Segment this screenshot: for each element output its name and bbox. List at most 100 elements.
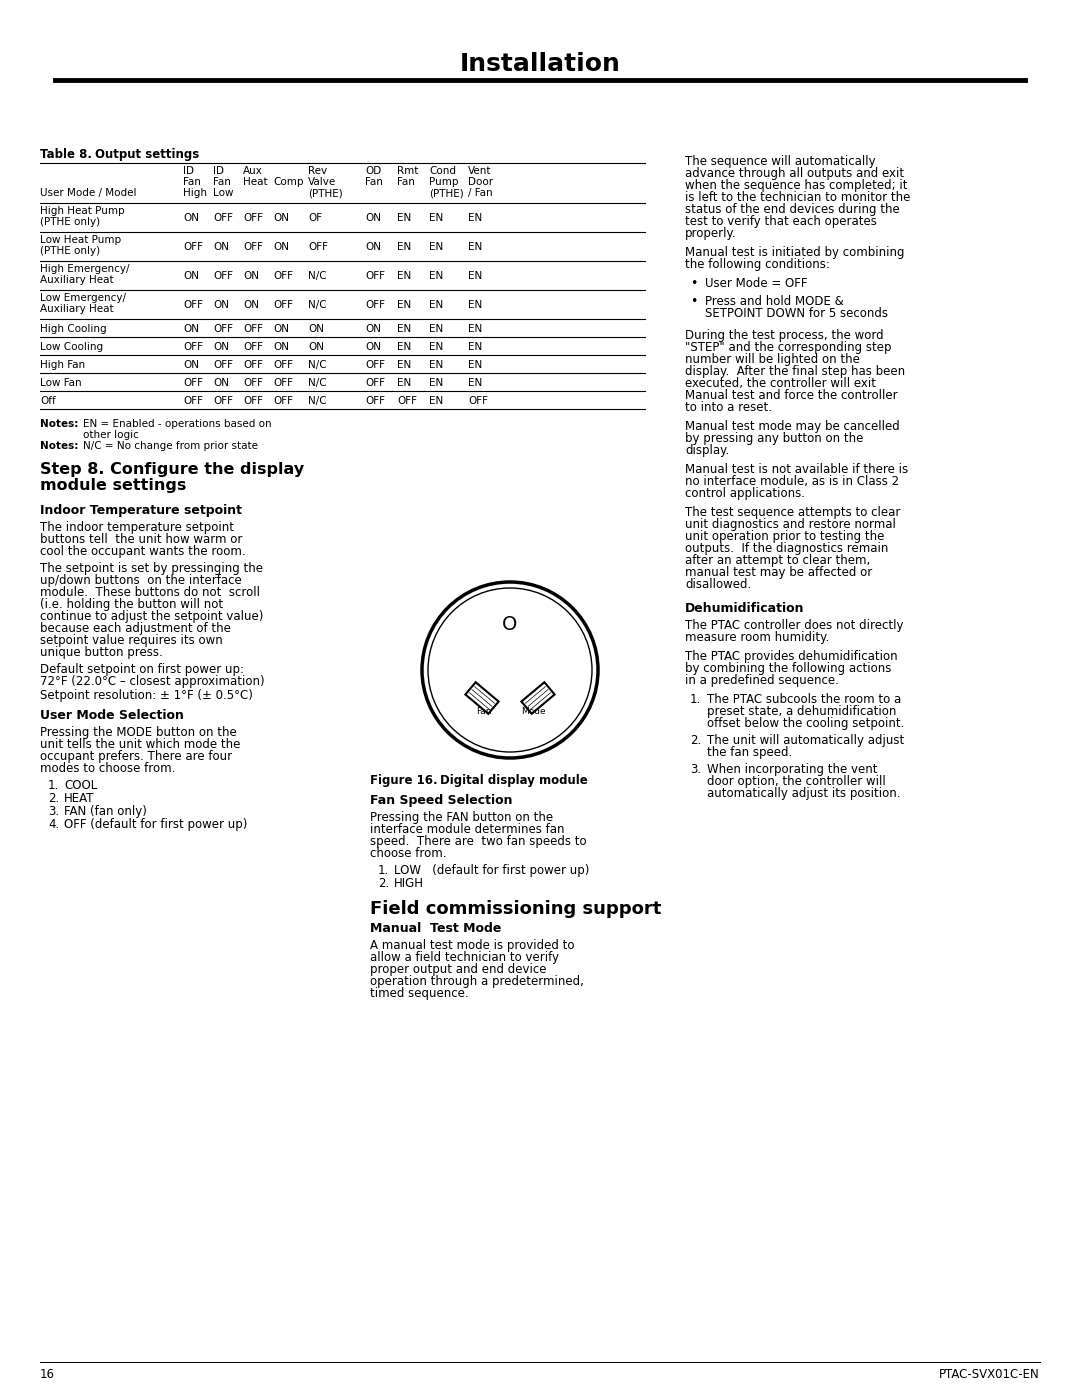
Text: measure room humidity.: measure room humidity.	[685, 631, 829, 644]
Text: to into a reset.: to into a reset.	[685, 401, 772, 414]
Text: unit operation prior to testing the: unit operation prior to testing the	[685, 529, 885, 543]
Text: OFF (default for first power up): OFF (default for first power up)	[64, 819, 247, 831]
Text: Fan: Fan	[365, 177, 383, 187]
Text: OFF: OFF	[183, 300, 203, 310]
Text: PTAC-SVX01C-EN: PTAC-SVX01C-EN	[940, 1368, 1040, 1382]
Text: OFF: OFF	[365, 271, 384, 281]
Text: Manual test mode may be cancelled: Manual test mode may be cancelled	[685, 420, 900, 433]
Text: (PTHE only): (PTHE only)	[40, 246, 100, 256]
Text: when the sequence has completed; it: when the sequence has completed; it	[685, 179, 907, 191]
Text: ON: ON	[273, 212, 289, 224]
Text: OF: OF	[308, 212, 322, 224]
Text: disallowed.: disallowed.	[685, 578, 752, 591]
Text: control applications.: control applications.	[685, 488, 805, 500]
Text: Field commissioning support: Field commissioning support	[370, 900, 661, 918]
Text: door option, the controller will: door option, the controller will	[707, 775, 886, 788]
Text: ON: ON	[213, 300, 229, 310]
Text: ON: ON	[213, 242, 229, 251]
Text: EN: EN	[429, 324, 443, 334]
Text: buttons tell  the unit how warm or: buttons tell the unit how warm or	[40, 534, 242, 546]
Text: High: High	[183, 189, 207, 198]
Text: Dehumidification: Dehumidification	[685, 602, 805, 615]
Text: EN: EN	[397, 360, 411, 370]
Text: Low Cooling: Low Cooling	[40, 342, 103, 352]
Text: N/C: N/C	[308, 271, 326, 281]
Text: 3.: 3.	[48, 805, 59, 819]
Text: EN: EN	[397, 324, 411, 334]
Text: ON: ON	[213, 379, 229, 388]
Text: When incorporating the vent: When incorporating the vent	[707, 763, 877, 775]
Text: OFF: OFF	[183, 379, 203, 388]
Text: Pump: Pump	[429, 177, 459, 187]
Text: Heat: Heat	[243, 177, 268, 187]
Text: Manual test is initiated by combining: Manual test is initiated by combining	[685, 246, 905, 258]
Text: "STEP" and the corresponding step: "STEP" and the corresponding step	[685, 341, 891, 353]
Text: setpoint value requires its own: setpoint value requires its own	[40, 634, 222, 647]
Text: User Mode Selection: User Mode Selection	[40, 710, 184, 722]
Text: preset state, a dehumidification: preset state, a dehumidification	[707, 705, 896, 718]
Text: unit tells the unit which mode the: unit tells the unit which mode the	[40, 738, 241, 752]
Text: Manual test is not available if there is: Manual test is not available if there is	[685, 462, 908, 476]
Text: COOL: COOL	[64, 780, 97, 792]
Text: OFF: OFF	[243, 379, 264, 388]
Text: OFF: OFF	[243, 360, 264, 370]
Text: ON: ON	[365, 212, 381, 224]
Text: speed.  There are  two fan speeds to: speed. There are two fan speeds to	[370, 835, 586, 848]
Text: continue to adjust the setpoint value): continue to adjust the setpoint value)	[40, 610, 264, 623]
Text: OFF: OFF	[183, 242, 203, 251]
Text: OFF: OFF	[273, 379, 293, 388]
Polygon shape	[465, 682, 499, 714]
Text: •: •	[690, 295, 698, 307]
Text: OFF: OFF	[183, 395, 203, 407]
Text: status of the end devices during the: status of the end devices during the	[685, 203, 900, 217]
Text: During the test process, the word: During the test process, the word	[685, 330, 883, 342]
Text: The PTAC provides dehumidification: The PTAC provides dehumidification	[685, 650, 897, 664]
Text: ON: ON	[365, 242, 381, 251]
Text: Indoor Temperature setpoint: Indoor Temperature setpoint	[40, 504, 242, 517]
Text: other logic: other logic	[83, 430, 139, 440]
Text: A manual test mode is provided to: A manual test mode is provided to	[370, 939, 575, 951]
Text: The unit will automatically adjust: The unit will automatically adjust	[707, 733, 904, 747]
Text: Fan: Fan	[476, 707, 491, 717]
Text: Auxiliary Heat: Auxiliary Heat	[40, 305, 113, 314]
Text: 1.: 1.	[48, 780, 59, 792]
Text: •: •	[690, 277, 698, 291]
Text: EN: EN	[397, 242, 411, 251]
Text: Press and hold MODE &: Press and hold MODE &	[705, 295, 843, 307]
Text: The indoor temperature setpoint: The indoor temperature setpoint	[40, 521, 234, 534]
Text: (PTHE only): (PTHE only)	[40, 217, 100, 226]
Text: 2.: 2.	[378, 877, 389, 890]
Text: Fan Speed Selection: Fan Speed Selection	[370, 793, 513, 807]
Text: EN: EN	[468, 360, 483, 370]
Text: Manual  Test Mode: Manual Test Mode	[370, 922, 501, 935]
Text: OFF: OFF	[213, 395, 233, 407]
Text: OFF: OFF	[213, 271, 233, 281]
Text: ON: ON	[243, 271, 259, 281]
Text: by combining the following actions: by combining the following actions	[685, 662, 891, 675]
Text: ON: ON	[273, 342, 289, 352]
Text: ON: ON	[183, 360, 199, 370]
Text: EN: EN	[397, 300, 411, 310]
Text: Fan: Fan	[213, 177, 231, 187]
Text: N/C: N/C	[308, 300, 326, 310]
Text: OFF: OFF	[365, 360, 384, 370]
Text: High Cooling: High Cooling	[40, 324, 107, 334]
Text: EN: EN	[429, 342, 443, 352]
Text: The PTAC subcools the room to a: The PTAC subcools the room to a	[707, 693, 901, 705]
Text: the fan speed.: the fan speed.	[707, 746, 793, 759]
Text: Fan: Fan	[183, 177, 201, 187]
Text: OFF: OFF	[213, 324, 233, 334]
Text: EN: EN	[397, 379, 411, 388]
Text: The sequence will automatically: The sequence will automatically	[685, 155, 876, 168]
Text: Pressing the FAN button on the: Pressing the FAN button on the	[370, 812, 553, 824]
Text: OFF: OFF	[213, 212, 233, 224]
Text: / Fan: / Fan	[468, 189, 492, 198]
Text: OFF: OFF	[243, 212, 264, 224]
Text: Rmt: Rmt	[397, 166, 418, 176]
Text: EN: EN	[468, 379, 483, 388]
Text: is left to the technician to monitor the: is left to the technician to monitor the	[685, 191, 910, 204]
Text: User Mode / Model: User Mode / Model	[40, 189, 136, 198]
Text: ON: ON	[273, 242, 289, 251]
Text: OFF: OFF	[243, 342, 264, 352]
Text: EN: EN	[429, 379, 443, 388]
